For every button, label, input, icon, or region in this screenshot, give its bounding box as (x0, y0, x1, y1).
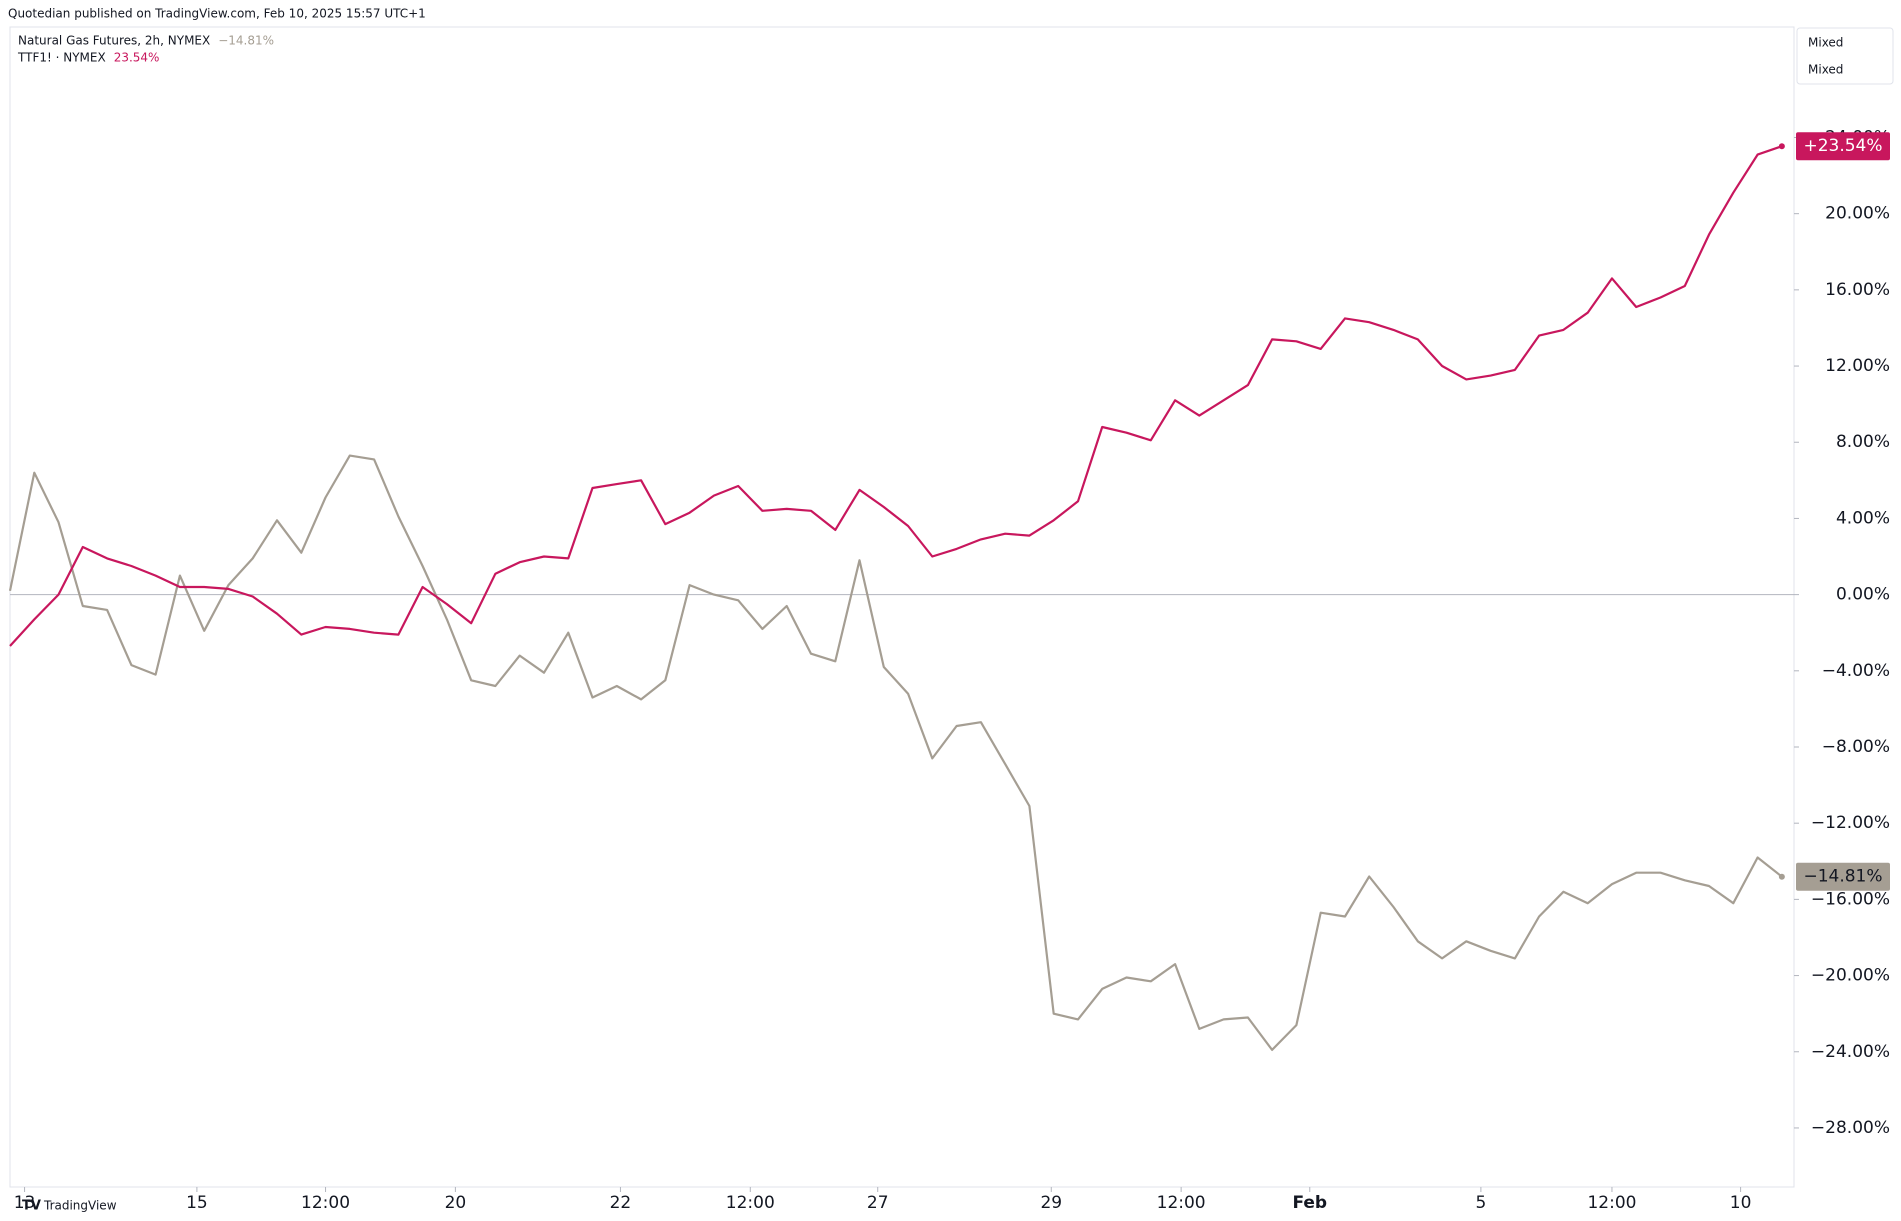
scale-mode[interactable]: Mixed (1808, 63, 1843, 77)
x-tick-label: 27 (867, 1193, 889, 1213)
x-tick-label: 12:00 (301, 1193, 350, 1213)
legend-value: −14.81% (218, 34, 274, 48)
scale-mode[interactable]: Mixed (1808, 36, 1843, 50)
y-tick-label: −8.00% (1822, 737, 1890, 757)
price-badge-label: +23.54% (1803, 136, 1882, 156)
x-tick-label: 20 (445, 1193, 467, 1213)
x-tick-label: 5 (1475, 1193, 1486, 1213)
series-line (8, 454, 1783, 1051)
x-tick-label: 29 (1040, 1193, 1062, 1213)
x-tick-label: Feb (1292, 1193, 1327, 1213)
price-badge (1796, 132, 1890, 161)
price-badge (1796, 862, 1890, 891)
plot-frame (9, 26, 1795, 1188)
scale-mode-box[interactable] (1796, 27, 1894, 85)
y-tick-label: 12.00% (1825, 356, 1890, 376)
x-tick-label: 10 (1730, 1193, 1752, 1213)
y-tick-label: 20.00% (1825, 204, 1890, 224)
y-tick-label: −24.00% (1811, 1042, 1890, 1062)
legend-name: TTF1! · NYMEX (17, 51, 106, 65)
y-tick-label: 4.00% (1836, 508, 1890, 528)
last-point (1778, 873, 1785, 880)
legend-value: 23.54% (114, 51, 160, 65)
y-tick-label: −28.00% (1811, 1118, 1890, 1138)
legend-name: Natural Gas Futures, 2h, NYMEX (18, 34, 210, 48)
y-tick-label: −16.00% (1811, 889, 1890, 909)
brand: TradingView (43, 1199, 117, 1213)
x-tick-label: 15 (186, 1193, 208, 1213)
publisher-note: Quotedian published on TradingView.com, … (8, 7, 426, 21)
x-tick-label: 12:00 (1157, 1193, 1206, 1213)
x-tick-label: 22 (610, 1193, 632, 1213)
brand-logo: TV (22, 1199, 41, 1214)
x-tick-label: 12:00 (726, 1193, 775, 1213)
y-tick-label: −20.00% (1811, 966, 1890, 986)
y-tick-label: −12.00% (1811, 813, 1890, 833)
y-tick-label: −4.00% (1822, 661, 1890, 681)
series-line (9, 145, 1783, 647)
price-badge-label: −14.81% (1803, 867, 1882, 887)
last-point (1778, 143, 1785, 150)
x-tick-label: 13 (14, 1193, 36, 1213)
x-tick-label: 12:00 (1587, 1193, 1636, 1213)
y-tick-label: 0.00% (1836, 585, 1890, 605)
y-tick-label: 16.00% (1825, 280, 1890, 300)
y-tick-label: 8.00% (1836, 432, 1890, 452)
